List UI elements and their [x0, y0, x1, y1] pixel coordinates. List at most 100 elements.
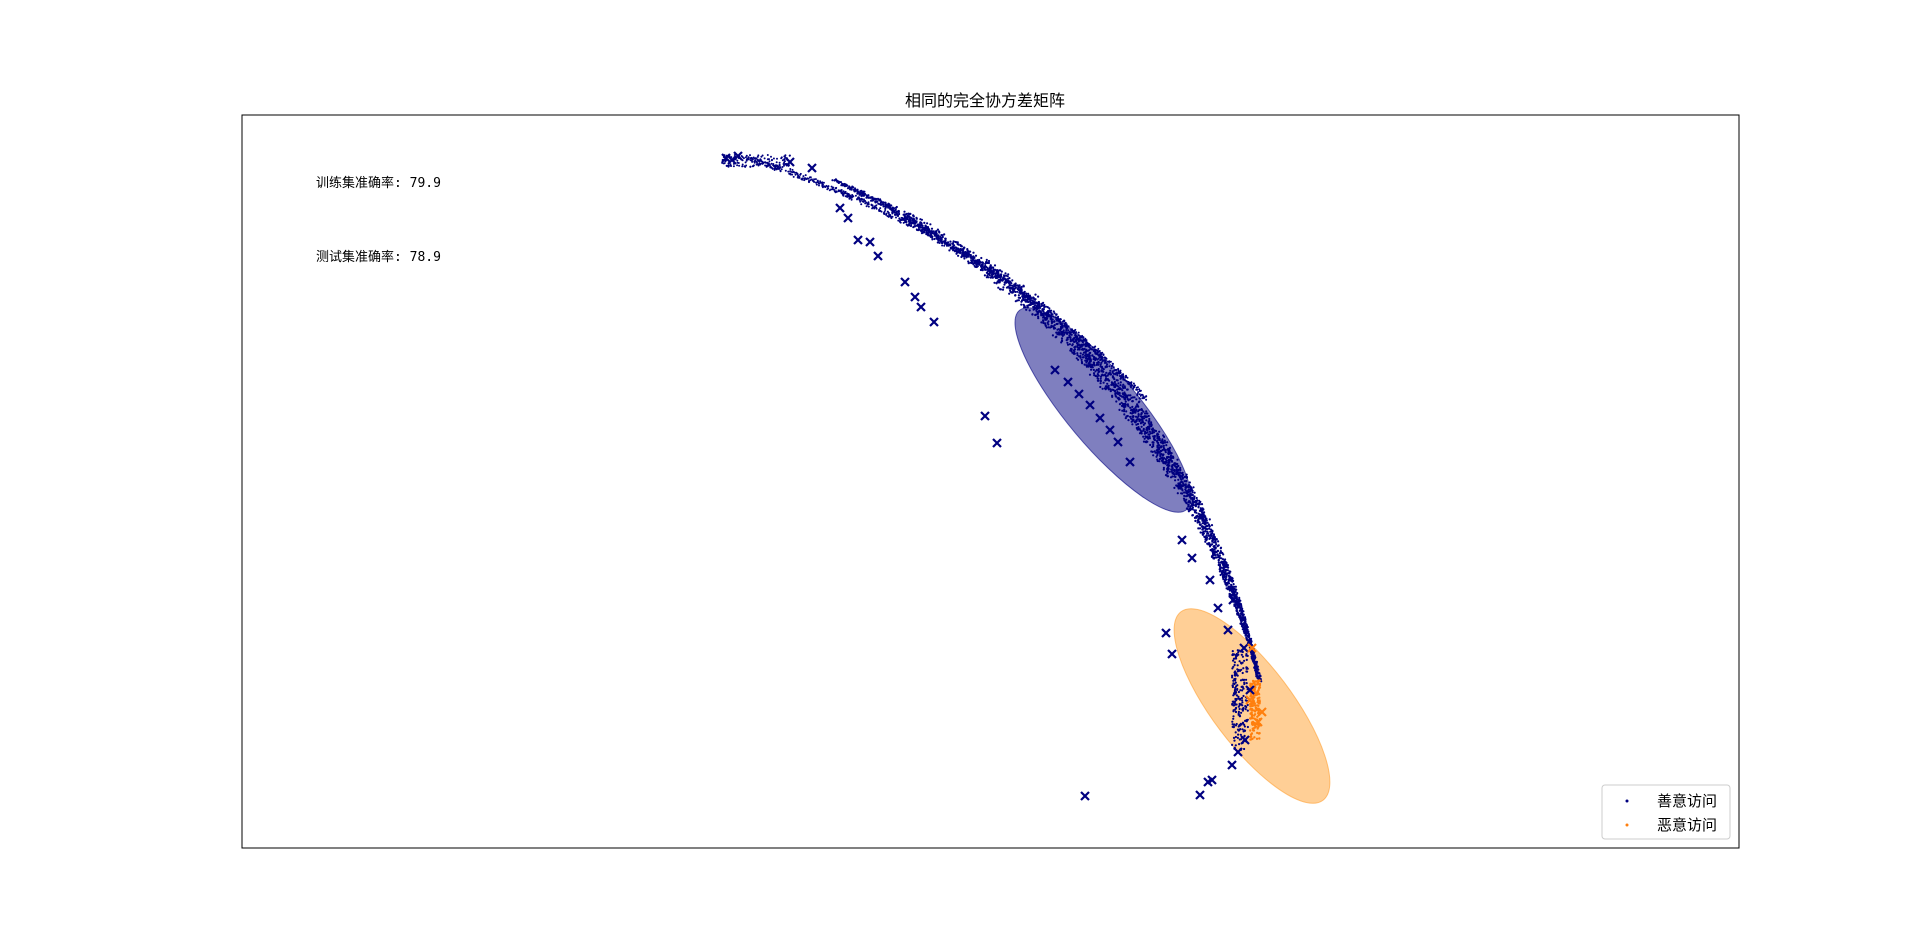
benign-point	[852, 186, 855, 189]
benign-point	[1056, 322, 1059, 325]
benign-point	[1235, 691, 1238, 694]
benign-point	[750, 159, 753, 162]
benign-point	[1088, 346, 1091, 349]
benign-point	[1073, 352, 1076, 355]
benign-point	[1229, 588, 1232, 591]
benign-point	[1085, 353, 1088, 356]
benign-point	[1241, 721, 1245, 724]
benign-point	[971, 258, 974, 261]
benign-point	[886, 204, 889, 207]
benign-point	[1193, 495, 1196, 498]
misclassified-benign-marker	[910, 292, 920, 302]
benign-point	[980, 256, 983, 260]
benign-point	[1074, 336, 1077, 338]
malicious-point	[1251, 704, 1255, 707]
benign-point	[1117, 372, 1120, 375]
benign-point	[788, 172, 791, 175]
benign-point	[1245, 653, 1248, 656]
benign-point	[887, 211, 890, 214]
benign-point	[1117, 385, 1120, 388]
benign-point	[1085, 341, 1088, 344]
benign-point	[1240, 738, 1243, 741]
benign-point	[1189, 496, 1192, 499]
benign-point	[1053, 324, 1056, 327]
benign-point	[1136, 388, 1139, 391]
benign-point	[1073, 331, 1076, 334]
benign-point	[831, 186, 834, 189]
benign-point	[1236, 611, 1240, 615]
benign-point	[1218, 563, 1221, 566]
benign-point	[1245, 678, 1248, 681]
benign-point	[1148, 430, 1151, 433]
benign-point	[1096, 377, 1100, 380]
benign-point	[871, 207, 874, 210]
benign-point	[1177, 478, 1180, 481]
benign-point	[792, 170, 795, 173]
benign-point	[1193, 516, 1196, 520]
benign-point	[817, 182, 820, 185]
benign-point	[1076, 336, 1079, 339]
benign-point	[1185, 502, 1188, 505]
benign-point	[1235, 685, 1238, 688]
benign-point	[1208, 518, 1211, 521]
benign-point	[960, 245, 963, 248]
benign-point	[1232, 583, 1235, 586]
benign-point	[1245, 682, 1248, 685]
benign-point	[1067, 329, 1070, 332]
misclassified-benign-marker	[873, 251, 883, 261]
benign-point	[1235, 698, 1238, 702]
benign-point	[922, 228, 925, 231]
benign-point	[783, 155, 786, 158]
benign-point	[930, 227, 934, 230]
benign-point	[1238, 729, 1241, 732]
benign-point	[776, 165, 779, 168]
benign-point	[1130, 386, 1132, 389]
benign-point	[730, 165, 733, 167]
benign-point	[1228, 586, 1231, 589]
benign-point	[969, 254, 973, 257]
benign-point	[1240, 668, 1243, 671]
benign-point	[1175, 472, 1178, 475]
benign-point	[858, 193, 861, 196]
benign-point	[802, 175, 805, 178]
benign-point	[1117, 382, 1120, 385]
benign-point	[727, 164, 729, 167]
benign-point	[1222, 574, 1225, 577]
benign-point	[1255, 672, 1258, 675]
benign-point	[1185, 475, 1188, 479]
malicious-point	[1258, 684, 1262, 687]
benign-point	[1014, 294, 1017, 297]
benign-point	[1256, 665, 1259, 668]
benign-point	[1169, 476, 1173, 479]
benign-point	[915, 228, 918, 231]
benign-point	[1122, 383, 1125, 386]
benign-point	[878, 208, 881, 211]
benign-point	[1032, 301, 1035, 304]
benign-point	[1211, 539, 1214, 542]
benign-point	[1228, 572, 1231, 575]
benign-point	[1211, 532, 1214, 535]
benign-point	[723, 162, 726, 165]
benign-point	[1141, 397, 1144, 400]
malicious-point	[1255, 737, 1259, 740]
benign-point	[1151, 450, 1154, 453]
benign-point	[1237, 733, 1240, 736]
benign-point	[1198, 527, 1202, 530]
benign-point	[1007, 277, 1010, 280]
benign-point	[1103, 356, 1106, 359]
benign-point	[854, 194, 857, 197]
benign-point	[741, 165, 744, 168]
benign-point	[992, 268, 995, 271]
benign-point	[1231, 684, 1234, 687]
benign-point	[1051, 320, 1054, 324]
benign-point	[1104, 359, 1107, 362]
benign-point	[1100, 358, 1103, 361]
benign-point	[827, 187, 830, 190]
benign-point	[1097, 363, 1100, 366]
benign-point	[1080, 339, 1083, 342]
misclassified-benign-marker	[929, 317, 939, 327]
benign-point	[1232, 694, 1235, 697]
benign-point	[1156, 436, 1159, 439]
benign-point	[784, 163, 786, 166]
